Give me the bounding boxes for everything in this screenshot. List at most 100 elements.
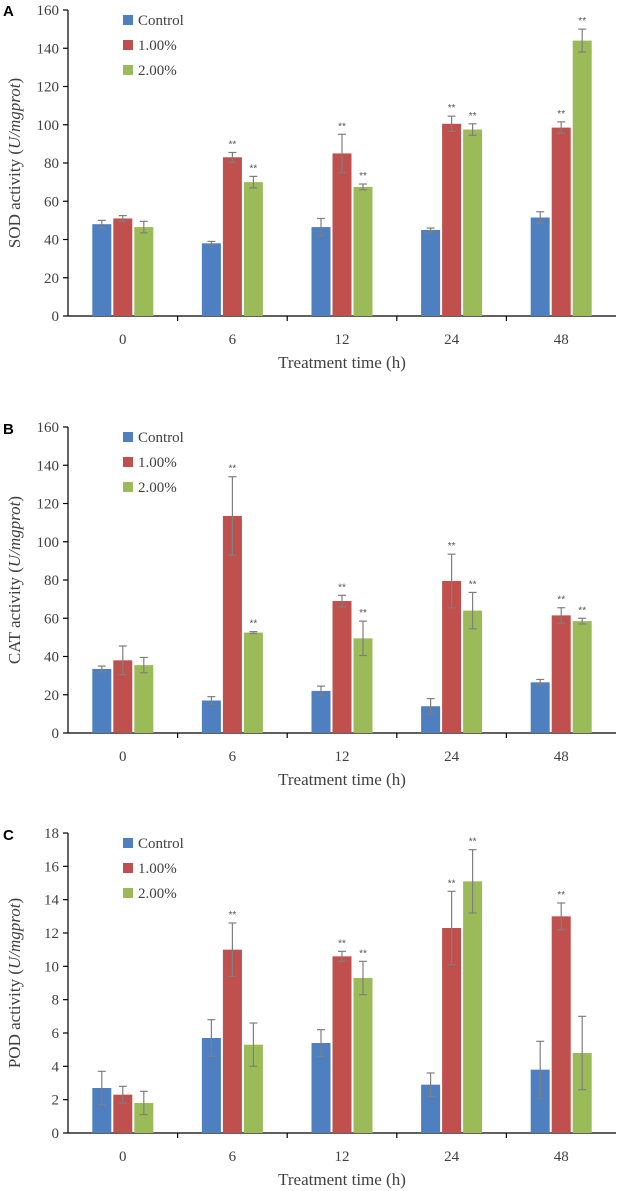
bar-Control-6 <box>201 1038 221 1133</box>
bar-2-00pct-0 <box>134 665 154 733</box>
y-axis-title-prefix: SOD activity ( <box>5 149 24 248</box>
significance-marker: ** <box>469 837 477 848</box>
bar-Control-12 <box>311 227 331 316</box>
bar-Control-24 <box>421 706 441 733</box>
y-tick-label: 80 <box>44 156 59 172</box>
y-tick-label: 100 <box>37 535 60 551</box>
legend-swatch <box>123 457 133 467</box>
significance-marker: ** <box>338 938 346 949</box>
bar-2-00pct-6 <box>243 632 263 733</box>
bar-1-00pct-6 <box>222 157 242 316</box>
legend-label: 1.00% <box>138 38 177 54</box>
x-tick-label: 48 <box>554 1149 569 1165</box>
y-axis-title: POD activity (U/mgprot) <box>5 898 24 1068</box>
significance-marker: ** <box>359 948 367 959</box>
legend-label: 2.00% <box>138 63 177 79</box>
x-axis-title: Treatment time (h) <box>278 353 406 372</box>
legend-label: 2.00% <box>138 886 177 902</box>
y-tick-label: 160 <box>37 420 60 436</box>
bar-2-00pct-24 <box>463 610 483 733</box>
significance-marker: ** <box>448 541 456 552</box>
y-tick-label: 4 <box>52 1059 60 1075</box>
legend-label: 2.00% <box>138 480 177 496</box>
y-tick-label: 6 <box>52 1026 60 1042</box>
y-tick-label: 100 <box>37 118 60 134</box>
bar-2-00pct-48 <box>572 621 592 733</box>
legend-swatch <box>123 40 133 50</box>
y-tick-label: 0 <box>52 1126 60 1142</box>
significance-marker: ** <box>359 608 367 619</box>
legend-swatch <box>123 863 133 873</box>
significance-marker: ** <box>448 103 456 114</box>
significance-marker: ** <box>557 890 565 901</box>
y-tick-label: 0 <box>52 726 60 742</box>
x-tick-label: 6 <box>229 749 237 765</box>
bar-Control-12 <box>311 1043 331 1133</box>
significance-marker: ** <box>557 109 565 120</box>
y-axis-title: SOD activity (U/mgprot) <box>5 78 24 248</box>
y-tick-label: 60 <box>44 611 59 627</box>
legend-swatch <box>123 65 133 75</box>
bar-1-00pct-6 <box>222 949 242 1133</box>
significance-marker: ** <box>250 619 258 630</box>
bar-1-00pct-48 <box>551 916 571 1133</box>
bar-2-00pct-48 <box>572 40 592 316</box>
x-tick-label: 12 <box>335 1149 350 1165</box>
x-tick-label: 48 <box>554 332 569 348</box>
y-tick-label: 20 <box>44 271 59 287</box>
significance-marker: ** <box>578 16 586 27</box>
y-tick-label: 140 <box>37 458 60 474</box>
bar-2-00pct-0 <box>134 1103 154 1133</box>
x-axis-title: Treatment time (h) <box>278 1170 406 1189</box>
bar-1-00pct-0 <box>113 1094 133 1133</box>
bar-2-00pct-6 <box>243 1044 263 1133</box>
legend-label: 1.00% <box>138 861 177 877</box>
bar-Control-0 <box>92 668 112 733</box>
bar-2-00pct-12 <box>353 978 373 1133</box>
bar-2-00pct-24 <box>463 881 483 1133</box>
y-axis-title-unit: U/mgprot <box>5 902 24 969</box>
bar-1-00pct-24 <box>442 123 462 316</box>
bar-2-00pct-12 <box>353 638 373 733</box>
significance-marker: ** <box>469 111 477 122</box>
x-tick-label: 0 <box>119 332 127 348</box>
bar-Control-48 <box>530 1069 550 1133</box>
y-tick-label: 140 <box>37 41 60 57</box>
y-tick-label: 160 <box>37 3 60 19</box>
bar-Control-24 <box>421 1084 441 1133</box>
y-tick-label: 18 <box>44 826 59 842</box>
bar-1-00pct-12 <box>332 601 352 733</box>
y-axis-title-prefix: CAT activity ( <box>5 567 24 664</box>
legend-swatch <box>123 15 133 25</box>
significance-marker: ** <box>229 910 237 921</box>
y-axis-title-suffix: ) <box>5 78 24 84</box>
y-tick-label: 2 <box>52 1093 60 1109</box>
y-tick-label: 80 <box>44 573 59 589</box>
y-axis-title-suffix: ) <box>5 496 24 502</box>
significance-marker: ** <box>557 595 565 606</box>
significance-marker: ** <box>448 878 456 889</box>
bar-1-00pct-48 <box>551 127 571 317</box>
bar-Control-6 <box>201 700 221 733</box>
bar-Control-0 <box>92 224 112 316</box>
bar-Control-12 <box>311 690 331 733</box>
y-axis-title-unit: U/mgprot <box>5 82 24 149</box>
x-tick-label: 24 <box>444 1149 460 1165</box>
legend-label: 1.00% <box>138 455 177 471</box>
bar-1-00pct-0 <box>113 660 133 733</box>
y-tick-label: 0 <box>52 309 60 325</box>
panel-label: B <box>3 421 14 438</box>
legend-label: Control <box>138 430 184 446</box>
bar-1-00pct-0 <box>113 218 133 316</box>
y-tick-label: 40 <box>44 650 59 666</box>
significance-marker: ** <box>250 163 258 174</box>
significance-marker: ** <box>338 121 346 132</box>
bar-2-00pct-24 <box>463 129 483 316</box>
y-tick-label: 12 <box>44 926 59 942</box>
y-tick-label: 10 <box>44 959 59 975</box>
x-tick-label: 0 <box>119 1149 127 1165</box>
x-tick-label: 24 <box>444 332 460 348</box>
legend-label: Control <box>138 13 184 29</box>
bar-1-00pct-12 <box>332 153 352 316</box>
y-tick-label: 20 <box>44 688 59 704</box>
